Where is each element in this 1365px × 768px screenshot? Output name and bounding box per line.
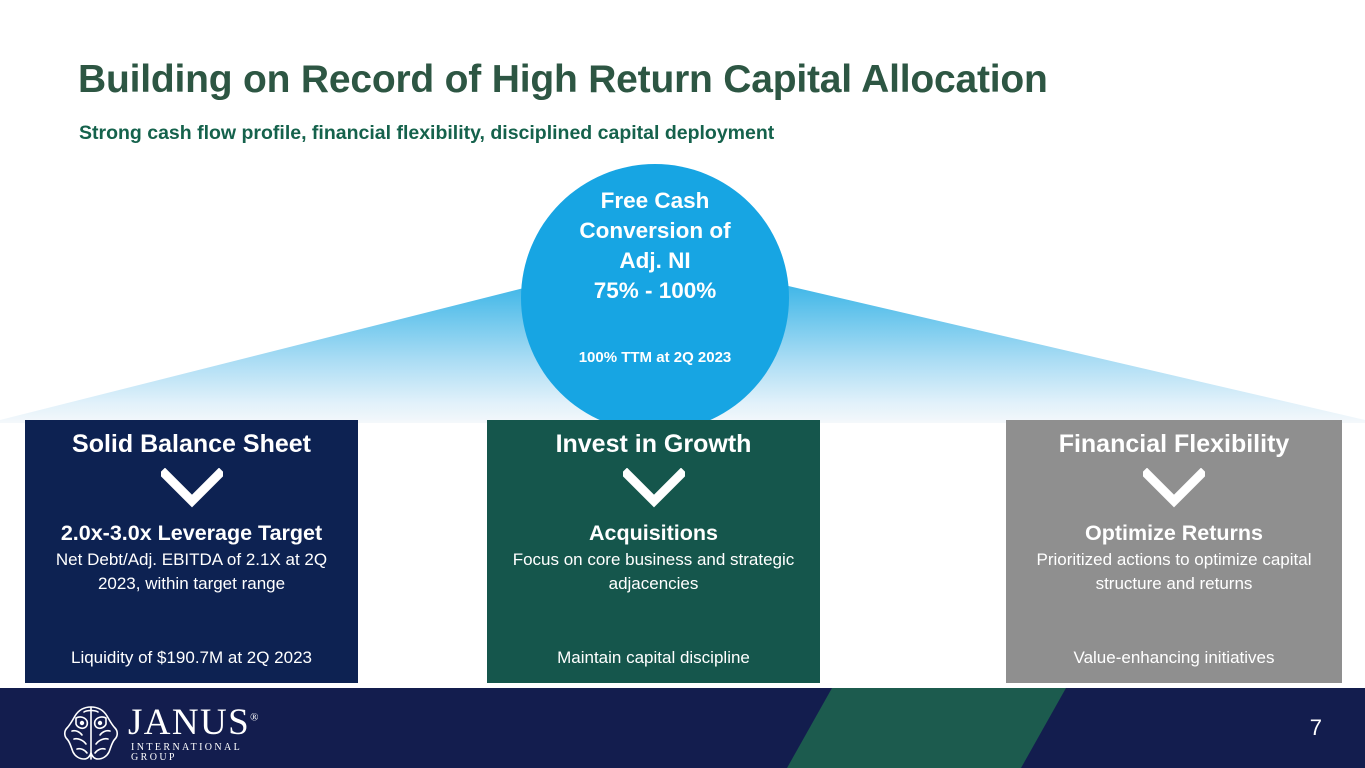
chevron-down-icon [1143, 468, 1205, 508]
card-footnote: Value-enhancing initiatives [1073, 648, 1275, 667]
janus-emblem-icon [63, 706, 119, 760]
card-headline: Optimize Returns [1085, 521, 1263, 545]
chevron-down-icon [160, 468, 223, 508]
janus-tagline: INTERNATIONAL GROUP [131, 741, 242, 763]
circle-main-text: Free Cash Conversion of Adj. NI 75% - 10… [579, 188, 731, 303]
page-subtitle: Strong cash flow profile, financial flex… [79, 122, 775, 144]
footer-bar [0, 688, 1365, 768]
card-body: Net Debt/Adj. EBITDA of 2.1X at 2Q 2023,… [55, 550, 328, 593]
circle-sub-text: 100% TTM at 2Q 2023 [578, 349, 732, 366]
card-title: Invest in Growth [555, 430, 752, 458]
card-footnote: Liquidity of $190.7M at 2Q 2023 [71, 648, 312, 667]
trademark-symbol: ® [250, 711, 259, 724]
janus-wordmark-text: JANUS [128, 701, 251, 743]
footer-accent-parallelogram [787, 688, 1066, 768]
pillar-card-solid-balance-sheet[interactable]: Solid Balance Sheet 2.0x-3.0x Leverage T… [25, 420, 358, 683]
card-title: Solid Balance Sheet [72, 430, 311, 458]
pillar-card-invest-in-growth[interactable]: Invest in Growth Acquisitions Focus on c… [487, 420, 820, 683]
card-body: Focus on core business and strategic adj… [512, 550, 795, 593]
card-title: Financial Flexibility [1058, 430, 1290, 458]
janus-wordmark-group: JANUS® INTERNATIONAL GROUP [128, 704, 277, 763]
janus-wordmark: JANUS® [128, 704, 277, 741]
page-number: 7 [1309, 715, 1322, 740]
chevron-down-icon [622, 468, 685, 508]
free-cash-conversion-circle: Free Cash Conversion of Adj. NI 75% - 10… [521, 164, 789, 432]
card-body: Prioritized actions to optimize capital … [1036, 550, 1312, 593]
card-footnote: Maintain capital discipline [557, 648, 750, 667]
card-headline: Acquisitions [588, 521, 718, 545]
page-title: Building on Record of High Return Capita… [78, 58, 1048, 101]
card-headline: 2.0x-3.0x Leverage Target [60, 521, 323, 545]
pillar-card-financial-flexibility[interactable]: Financial Flexibility Optimize Returns P… [1006, 420, 1342, 683]
janus-logo: JANUS® INTERNATIONAL GROUP [62, 704, 277, 762]
